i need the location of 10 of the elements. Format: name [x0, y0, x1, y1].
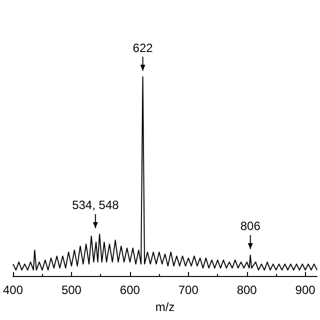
annotation: 534, 548 [72, 198, 120, 212]
x-tick-label: 500 [61, 283, 82, 297]
x-tick-label: 900 [295, 283, 316, 297]
x-tick-label: 700 [178, 283, 199, 297]
annotation: 622 [132, 40, 154, 55]
x-axis-title: m/z [155, 300, 175, 314]
x-tick-label: 800 [236, 283, 258, 297]
annotation: 806 [240, 219, 261, 234]
x-tick-label: 600 [120, 283, 140, 297]
x-tick-label: 400 [2, 283, 24, 297]
